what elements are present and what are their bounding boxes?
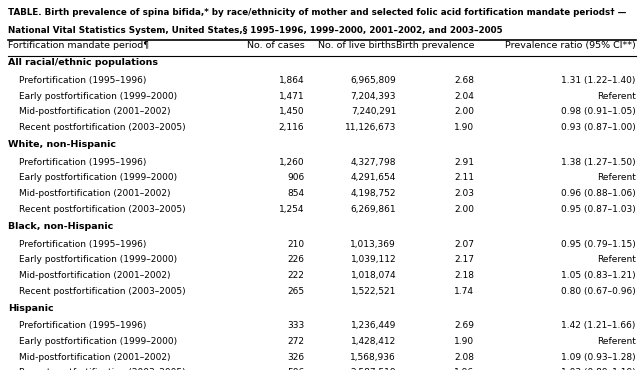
Text: Mid-postfortification (2001–2002): Mid-postfortification (2001–2002) bbox=[19, 353, 171, 361]
Text: 7,240,291: 7,240,291 bbox=[351, 107, 396, 117]
Text: 4,327,798: 4,327,798 bbox=[351, 158, 396, 167]
Text: Mid-postfortification (2001–2002): Mid-postfortification (2001–2002) bbox=[19, 271, 171, 280]
Text: 0.96 (0.88–1.06): 0.96 (0.88–1.06) bbox=[561, 189, 636, 198]
Text: Referent: Referent bbox=[597, 337, 636, 346]
Text: 1,236,449: 1,236,449 bbox=[351, 321, 396, 330]
Text: Prefortification (1995–1996): Prefortification (1995–1996) bbox=[19, 76, 147, 85]
Text: Fortification mandate period¶: Fortification mandate period¶ bbox=[8, 41, 149, 50]
Text: 2.17: 2.17 bbox=[454, 255, 474, 264]
Text: 1.38 (1.27–1.50): 1.38 (1.27–1.50) bbox=[562, 158, 636, 167]
Text: Recent postfortification (2003–2005): Recent postfortification (2003–2005) bbox=[19, 123, 186, 132]
Text: 2.00: 2.00 bbox=[454, 107, 474, 117]
Text: White, non-Hispanic: White, non-Hispanic bbox=[8, 140, 115, 149]
Text: 2.68: 2.68 bbox=[454, 76, 474, 85]
Text: 7,204,393: 7,204,393 bbox=[351, 92, 396, 101]
Text: 1,471: 1,471 bbox=[279, 92, 304, 101]
Text: Birth prevalence: Birth prevalence bbox=[396, 41, 474, 50]
Text: Recent postfortification (2003–2005): Recent postfortification (2003–2005) bbox=[19, 368, 186, 370]
Text: 2.08: 2.08 bbox=[454, 353, 474, 361]
Text: 1,522,521: 1,522,521 bbox=[351, 286, 396, 296]
Text: 2.04: 2.04 bbox=[454, 92, 474, 101]
Text: 906: 906 bbox=[287, 174, 304, 182]
Text: 210: 210 bbox=[287, 239, 304, 249]
Text: Prevalence ratio (95% CI**): Prevalence ratio (95% CI**) bbox=[505, 41, 636, 50]
Text: 1.90: 1.90 bbox=[454, 123, 474, 132]
Text: 272: 272 bbox=[287, 337, 304, 346]
Text: 333: 333 bbox=[287, 321, 304, 330]
Text: 1.09 (0.93–1.28): 1.09 (0.93–1.28) bbox=[562, 353, 636, 361]
Text: 1.90: 1.90 bbox=[454, 337, 474, 346]
Text: No. of cases: No. of cases bbox=[247, 41, 304, 50]
Text: All racial/ethnic populations: All racial/ethnic populations bbox=[8, 58, 158, 67]
Text: Early postfortification (1999–2000): Early postfortification (1999–2000) bbox=[19, 92, 178, 101]
Text: 1.96: 1.96 bbox=[454, 368, 474, 370]
Text: 2.07: 2.07 bbox=[454, 239, 474, 249]
Text: Recent postfortification (2003–2005): Recent postfortification (2003–2005) bbox=[19, 286, 186, 296]
Text: Referent: Referent bbox=[597, 174, 636, 182]
Text: 1.31 (1.22–1.40): 1.31 (1.22–1.40) bbox=[562, 76, 636, 85]
Text: Black, non-Hispanic: Black, non-Hispanic bbox=[8, 222, 113, 231]
Text: 1.03 (0.89–1.19): 1.03 (0.89–1.19) bbox=[561, 368, 636, 370]
Text: 326: 326 bbox=[287, 353, 304, 361]
Text: 11,126,673: 11,126,673 bbox=[345, 123, 396, 132]
Text: Prefortification (1995–1996): Prefortification (1995–1996) bbox=[19, 158, 147, 167]
Text: 0.95 (0.87–1.03): 0.95 (0.87–1.03) bbox=[561, 205, 636, 214]
Text: 1,254: 1,254 bbox=[279, 205, 304, 214]
Text: 0.80 (0.67–0.96): 0.80 (0.67–0.96) bbox=[561, 286, 636, 296]
Text: 1,864: 1,864 bbox=[279, 76, 304, 85]
Text: National Vital Statistics System, United States,§ 1995–1996, 1999–2000, 2001–200: National Vital Statistics System, United… bbox=[8, 26, 503, 35]
Text: 2.03: 2.03 bbox=[454, 189, 474, 198]
Text: Hispanic: Hispanic bbox=[8, 304, 53, 313]
Text: 0.98 (0.91–1.05): 0.98 (0.91–1.05) bbox=[561, 107, 636, 117]
Text: Mid-postfortification (2001–2002): Mid-postfortification (2001–2002) bbox=[19, 107, 171, 117]
Text: 1.05 (0.83–1.21): 1.05 (0.83–1.21) bbox=[562, 271, 636, 280]
Text: 2.11: 2.11 bbox=[454, 174, 474, 182]
Text: TABLE. Birth prevalence of spina bifida,* by race/ethnicity of mother and select: TABLE. Birth prevalence of spina bifida,… bbox=[8, 8, 626, 17]
Text: 0.95 (0.79–1.15): 0.95 (0.79–1.15) bbox=[561, 239, 636, 249]
Text: 265: 265 bbox=[287, 286, 304, 296]
Text: 2.91: 2.91 bbox=[454, 158, 474, 167]
Text: 2.00: 2.00 bbox=[454, 205, 474, 214]
Text: 1,568,936: 1,568,936 bbox=[351, 353, 396, 361]
Text: Referent: Referent bbox=[597, 92, 636, 101]
Text: Early postfortification (1999–2000): Early postfortification (1999–2000) bbox=[19, 174, 178, 182]
Text: Prefortification (1995–1996): Prefortification (1995–1996) bbox=[19, 239, 147, 249]
Text: 0.93 (0.87–1.00): 0.93 (0.87–1.00) bbox=[561, 123, 636, 132]
Text: 222: 222 bbox=[288, 271, 304, 280]
Text: 2,116: 2,116 bbox=[279, 123, 304, 132]
Text: Recent postfortification (2003–2005): Recent postfortification (2003–2005) bbox=[19, 205, 186, 214]
Text: Mid-postfortification (2001–2002): Mid-postfortification (2001–2002) bbox=[19, 189, 171, 198]
Text: 2,587,519: 2,587,519 bbox=[351, 368, 396, 370]
Text: 1,013,369: 1,013,369 bbox=[351, 239, 396, 249]
Text: 1,039,112: 1,039,112 bbox=[351, 255, 396, 264]
Text: Early postfortification (1999–2000): Early postfortification (1999–2000) bbox=[19, 337, 178, 346]
Text: 226: 226 bbox=[287, 255, 304, 264]
Text: 506: 506 bbox=[287, 368, 304, 370]
Text: 1,260: 1,260 bbox=[279, 158, 304, 167]
Text: 1.74: 1.74 bbox=[454, 286, 474, 296]
Text: 6,269,861: 6,269,861 bbox=[351, 205, 396, 214]
Text: 6,965,809: 6,965,809 bbox=[351, 76, 396, 85]
Text: 1,428,412: 1,428,412 bbox=[351, 337, 396, 346]
Text: 854: 854 bbox=[287, 189, 304, 198]
Text: 1.42 (1.21–1.66): 1.42 (1.21–1.66) bbox=[562, 321, 636, 330]
Text: No. of live births: No. of live births bbox=[319, 41, 396, 50]
Text: 1,450: 1,450 bbox=[279, 107, 304, 117]
Text: 2.18: 2.18 bbox=[454, 271, 474, 280]
Text: 2.69: 2.69 bbox=[454, 321, 474, 330]
Text: Prefortification (1995–1996): Prefortification (1995–1996) bbox=[19, 321, 147, 330]
Text: 1,018,074: 1,018,074 bbox=[351, 271, 396, 280]
Text: 4,198,752: 4,198,752 bbox=[351, 189, 396, 198]
Text: Early postfortification (1999–2000): Early postfortification (1999–2000) bbox=[19, 255, 178, 264]
Text: 4,291,654: 4,291,654 bbox=[351, 174, 396, 182]
Text: Referent: Referent bbox=[597, 255, 636, 264]
